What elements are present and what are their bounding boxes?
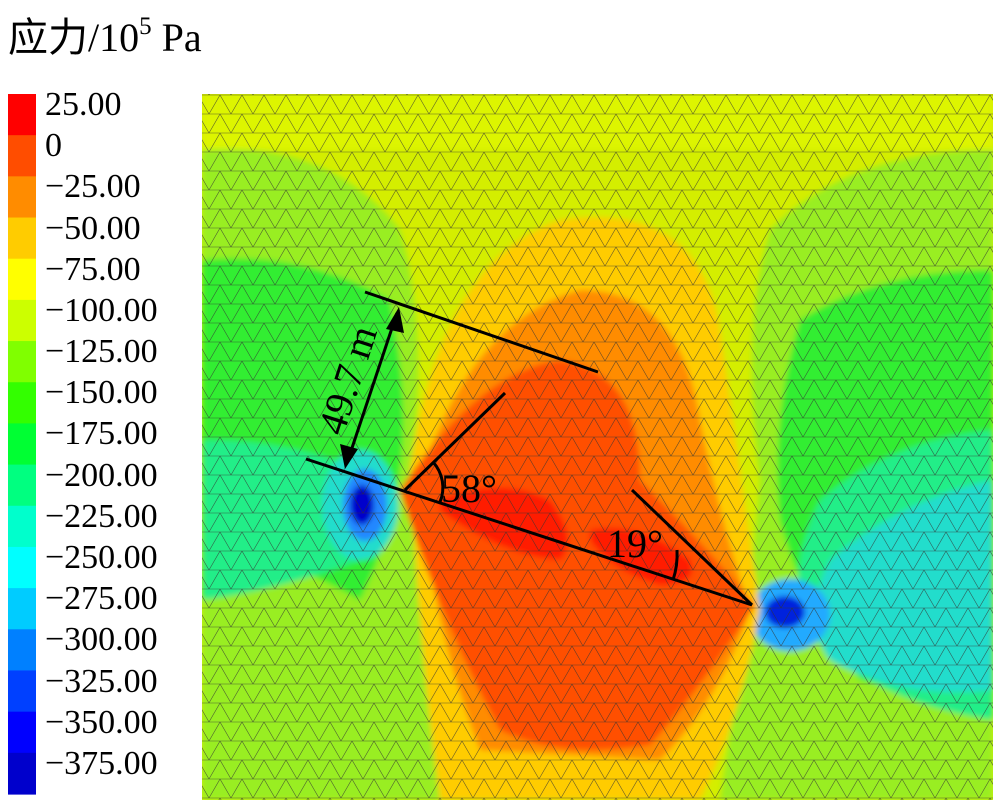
colorbar-swatch: [8, 546, 36, 589]
colorbar-tick-label: −50.00: [45, 209, 141, 247]
colorbar-tick-label: −225.00: [45, 497, 158, 535]
colorbar-title-unit: Pa: [151, 15, 202, 60]
dimension-top-line: [364, 290, 599, 374]
colorbar-swatch: [8, 629, 36, 672]
colorbar-tick-label: 0: [45, 127, 62, 165]
arrowhead-bottom: [340, 444, 358, 469]
colorbar-swatch: [8, 176, 36, 219]
colorbar-tick-label: −325.00: [45, 662, 158, 700]
colorbar-tick-label: −250.00: [45, 538, 158, 576]
colorbar-swatch: [8, 217, 36, 260]
colorbar-swatch: [8, 341, 36, 383]
dimension-arrow-line: [345, 312, 399, 464]
colorbar-tick-label: −200.00: [45, 456, 158, 494]
colorbar-swatch: [8, 382, 36, 425]
colorbar-tick-label: −25.00: [45, 168, 141, 206]
angle-58-annotation: 58°: [441, 466, 497, 511]
colorbar-tick-label: −300.00: [45, 621, 158, 659]
colorbar-swatch: [8, 299, 36, 342]
colorbar-tick-label: −350.00: [45, 703, 158, 741]
colorbar-swatch: [8, 135, 36, 177]
angle-19-ray: [630, 488, 754, 607]
colorbar-swatch: [8, 464, 36, 507]
colorbar-swatch: [8, 588, 36, 630]
colorbar-swatch: [8, 423, 36, 466]
colorbar-title-main: 应力/10: [8, 15, 140, 60]
colorbar-tick-label: −175.00: [45, 415, 158, 453]
colorbar-title: 应力/105 Pa: [8, 14, 202, 58]
annotation-lines: [305, 290, 754, 607]
fem-mesh: [202, 94, 993, 800]
colorbar-tick-label: −100.00: [45, 291, 158, 329]
colorbar-tick-label: −125.00: [45, 333, 158, 371]
dimension-arrowheads: [340, 307, 404, 469]
colorbar-swatch: [8, 752, 36, 795]
orebody-baseline: [305, 457, 753, 607]
colorbar-swatch: [8, 670, 36, 713]
colorbar-swatch: [8, 94, 36, 136]
colorbar-tick-label: −150.00: [45, 374, 158, 412]
colorbar-swatch: [8, 258, 36, 301]
colorbar-tick-label: −75.00: [45, 250, 141, 288]
colorbar-title-exponent: 5: [139, 13, 152, 40]
angle-19-annotation: 19°: [607, 521, 663, 566]
colorbar-tick-label: 25.00: [45, 86, 122, 123]
angle-58-arc: [431, 460, 445, 503]
colorbar-tick-label: −375.00: [45, 744, 158, 782]
angle-19-arc: [671, 549, 679, 581]
colorbar-swatch: [8, 505, 36, 548]
arrowhead-top: [386, 307, 404, 333]
colorbar-swatch: [8, 711, 36, 754]
colorbar-tick-label: −275.00: [45, 580, 158, 618]
angle-58-ray: [403, 391, 507, 492]
colorbar: [8, 94, 36, 795]
stress-field: [202, 94, 993, 800]
